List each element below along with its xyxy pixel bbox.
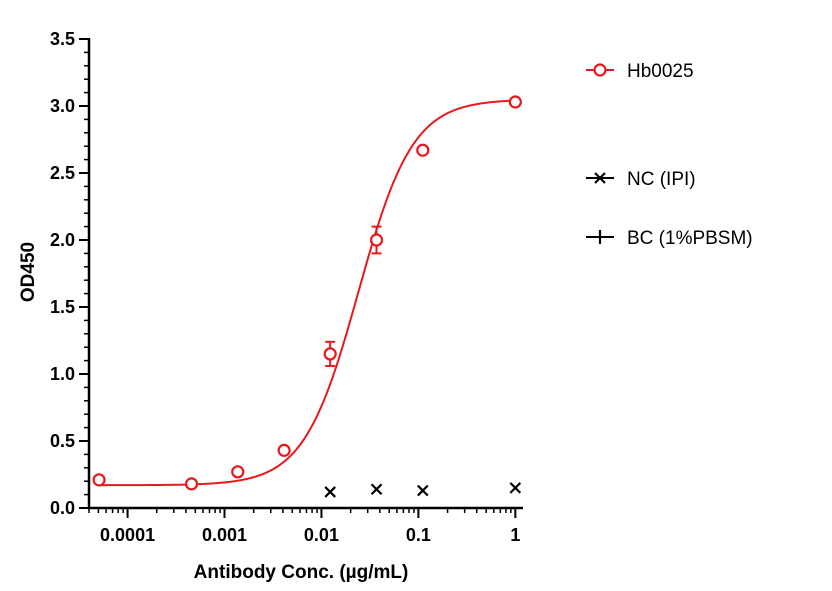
- y-tick-label: 1.0: [50, 364, 75, 384]
- y-tick-label: 3.5: [50, 29, 75, 49]
- hb0025-data-point: [369, 233, 384, 247]
- plot-area: [92, 95, 522, 498]
- axes: [87, 38, 523, 510]
- legend-label: BC (1%PBSM): [627, 228, 753, 249]
- nc-data-point: [417, 484, 429, 497]
- hb0025-data-point: [231, 465, 245, 479]
- x-tick-label: 0.0001: [100, 525, 155, 545]
- hb0025-data-point: [416, 143, 430, 157]
- x-axis-title: Antibody Conc. (µg/mL): [194, 562, 409, 583]
- y-tick-label: 2.5: [50, 163, 75, 183]
- legend-x-marker: [594, 172, 606, 184]
- legend-label: Hb0025: [627, 61, 694, 82]
- x-tick-label: 0.01: [304, 525, 339, 545]
- y-tick-label: 0.5: [50, 431, 75, 451]
- hb0025-data-point: [92, 473, 106, 487]
- nc-data-point: [370, 483, 383, 496]
- hb0025-data-point: [323, 347, 337, 361]
- y-ticks: 0.0 0.5 1.0 1.5 2.0 2.5 3.0 3.5: [50, 29, 89, 518]
- y-tick-label: 1.5: [50, 297, 75, 317]
- nc-data-point: [509, 482, 522, 494]
- x-tick-label: 0.1: [406, 525, 431, 545]
- legend-item: Hb0025: [586, 61, 694, 82]
- legend-circle-marker: [593, 63, 607, 77]
- y-tick-label: 0.0: [50, 498, 75, 518]
- hb0025-data-point: [508, 95, 522, 109]
- hb0025-fit-curve: [99, 99, 516, 487]
- legend-item: NC (IPI): [586, 169, 696, 190]
- legend: Hb0025 NC (IPI) BC (1%PBSM): [586, 61, 753, 249]
- y-axis-title: OD450: [18, 242, 39, 302]
- nc-data-point: [324, 486, 336, 498]
- legend-item: BC (1%PBSM): [586, 228, 753, 249]
- hb0025-data-point: [184, 477, 199, 491]
- x-ticks: 0.0001 0.001 0.01 0.1 1: [88, 508, 520, 545]
- hb0025-data-point: [277, 443, 291, 457]
- y-tick-label: 2.0: [50, 230, 75, 250]
- legend-label: NC (IPI): [627, 169, 696, 190]
- x-tick-label: 1: [510, 525, 520, 545]
- x-tick-label: 0.001: [202, 525, 247, 545]
- y-tick-label: 3.0: [50, 96, 75, 116]
